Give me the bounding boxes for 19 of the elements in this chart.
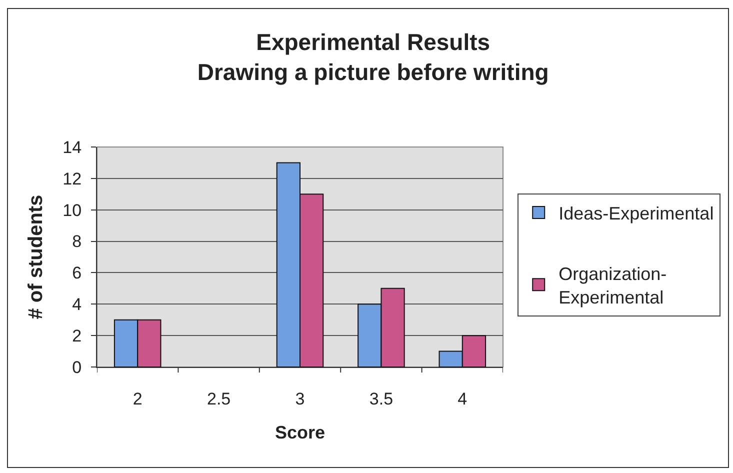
y-tick-label: 8	[72, 232, 82, 252]
y-tick-label: 0	[72, 358, 82, 377]
x-tick-label: 4	[458, 389, 468, 408]
legend-label: Organization-Experimental	[558, 264, 667, 308]
x-tick-label: 2.5	[206, 389, 231, 408]
y-tick-label: 14	[62, 138, 82, 157]
y-tick-label: 6	[72, 264, 82, 283]
y-tick-label: 12	[62, 169, 82, 188]
x-tick-label: 2	[132, 389, 142, 408]
legend-label: Ideas-Experimental	[558, 204, 714, 224]
y-axis-title: # of students	[25, 194, 48, 320]
y-tick-label: 2	[72, 326, 82, 346]
x-tick-label: 3	[295, 389, 305, 408]
chart-title: Experimental Results	[256, 29, 490, 55]
y-tick-label: 4	[72, 295, 82, 314]
x-tick-label: 3.5	[369, 389, 394, 408]
chart-subtitle: Drawing a picture before writing	[197, 58, 549, 85]
x-axis-title: Score	[274, 422, 326, 442]
y-tick-label: 10	[62, 200, 82, 220]
